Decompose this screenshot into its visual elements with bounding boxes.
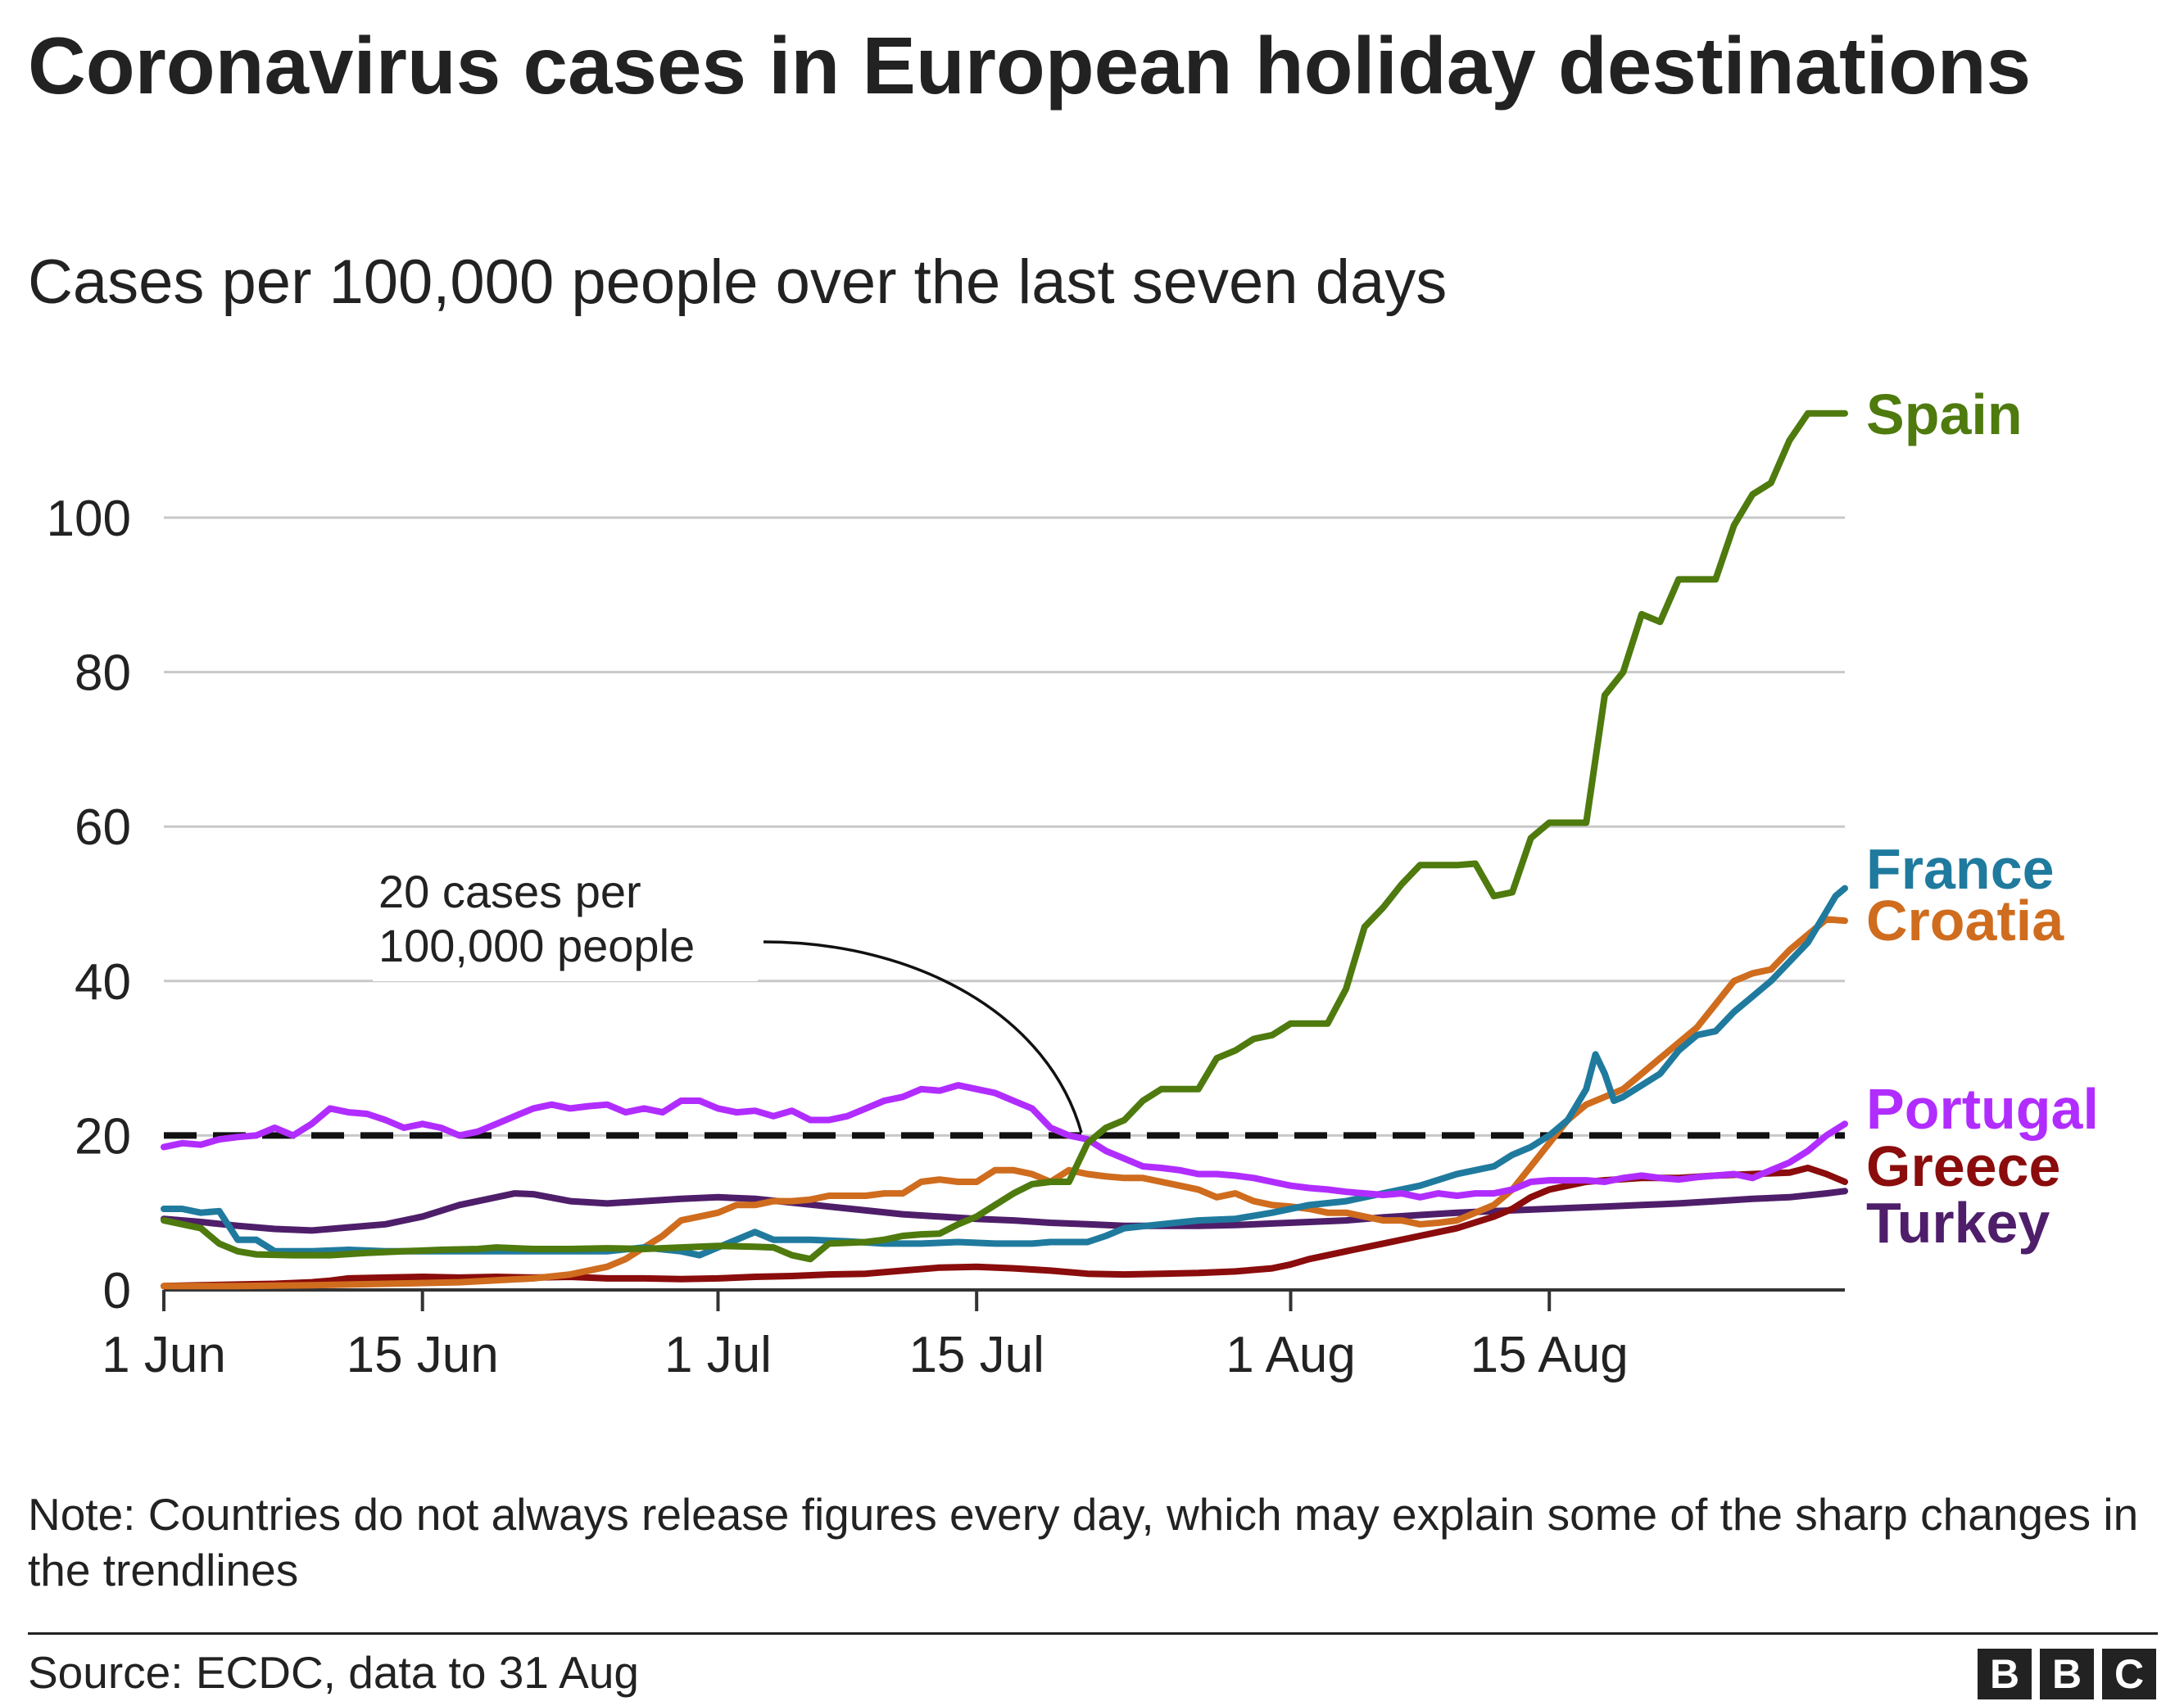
series-label-france: France: [1866, 837, 2055, 901]
series-line-greece: [161, 1165, 1848, 1290]
series-label-greece: Greece: [1866, 1134, 2060, 1198]
bbc-logo: B B C: [1978, 1649, 2156, 1699]
x-tick-label: 15 Aug: [1470, 1327, 1629, 1383]
y-tick-label: 100: [47, 491, 131, 547]
y-tick-label: 60: [75, 799, 131, 856]
line-chart: 1 Jun 15 Jun 1 Jul 15 Jul 1 Aug 15 Aug 0 20 40 6…: [47, 382, 2099, 1383]
series-label-croatia: Croatia: [1866, 889, 2064, 953]
series-label-spain: Spain: [1866, 382, 2023, 446]
y-tick-label: 80: [75, 645, 131, 702]
annotation-backdrop: [373, 858, 758, 981]
series-label-portugal: Portugal: [1866, 1077, 2099, 1141]
y-tick-label: 0: [103, 1263, 131, 1319]
source-credit: Source: ECDC, data to 31 Aug: [28, 1647, 639, 1698]
series-line-turkey: [161, 1188, 1848, 1234]
annotation-text: 100,000 people: [378, 920, 695, 971]
footer-divider: [28, 1632, 2158, 1635]
y-tick-label: 20: [75, 1108, 131, 1165]
bbc-logo-letter: B: [2040, 1649, 2094, 1699]
x-tick-label: 1 Jul: [664, 1327, 772, 1383]
bbc-logo-letter: C: [2102, 1649, 2156, 1699]
chart-note: Note: Countries do not always release fi…: [28, 1489, 2139, 1595]
y-tick-label: 40: [75, 954, 131, 1011]
x-axis: 1 Jun 15 Jun 1 Jul 15 Jul 1 Aug 15 Aug: [102, 1288, 1845, 1383]
annotation-text: 20 cases per: [378, 866, 641, 917]
x-tick-label: 15 Jun: [347, 1327, 499, 1383]
series-line-croatia: [161, 916, 1848, 1290]
x-tick-label: 15 Jul: [908, 1327, 1044, 1383]
chart-title: Coronavirus cases in European holiday de…: [28, 20, 2032, 111]
bbc-logo-letter: B: [1978, 1649, 2032, 1699]
chart-subtitle: Cases per 100,000 people over the last s…: [28, 247, 1448, 317]
y-axis-ticks: 0 20 40 60 80 100: [47, 491, 131, 1319]
series-label-turkey: Turkey: [1866, 1191, 2050, 1255]
series-line-portugal: [161, 1082, 1848, 1201]
annotation-pointer: [763, 940, 1083, 1134]
x-tick-label: 1 Jun: [102, 1327, 226, 1383]
series-line-spain: [161, 410, 1848, 1263]
x-tick-label: 1 Aug: [1226, 1327, 1356, 1383]
gridlines: [164, 516, 1845, 1137]
series-lines: [161, 410, 1848, 1290]
